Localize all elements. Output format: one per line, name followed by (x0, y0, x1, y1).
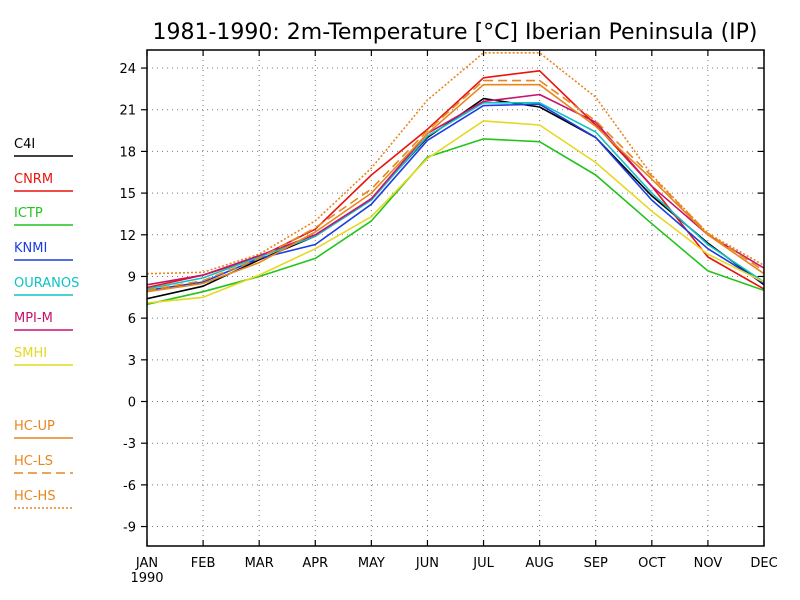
series-line-mpi-m (147, 93, 764, 286)
series-line-ictp (147, 138, 764, 306)
grid-lines (147, 50, 764, 546)
plot-frame (146, 49, 765, 547)
x-axis-year-label: 1990 (130, 571, 163, 586)
x-tick-label: MAR (245, 556, 274, 571)
y-tick-label: 9 (128, 270, 136, 285)
legend-label-hc-hs: HC-HS (14, 489, 56, 504)
legend-label-mpi-m: MPI-M (14, 311, 53, 326)
x-tick-label: OCT (638, 556, 665, 571)
series-line-hc-up (147, 83, 764, 293)
x-tick-label: JUN (415, 556, 439, 571)
legend-label-smhi: SMHI (14, 346, 47, 361)
series-line-ouranos (147, 102, 764, 290)
x-tick-label: JUL (472, 556, 494, 571)
series-lines (147, 51, 764, 306)
y-tick-label: 18 (119, 145, 136, 160)
x-axis-tick-labels: JAN FEB MAR APR MAY JUN JUL AUG SEP OCT NOV DEC (135, 556, 778, 571)
series-line-cnrm (147, 70, 764, 290)
y-tick-label: -3 (123, 437, 136, 452)
legend-label-ouranos: OURANOS (14, 276, 79, 291)
y-tick-label: 21 (119, 104, 136, 119)
y-tick-label: 15 (119, 187, 136, 202)
y-tick-label: 6 (128, 312, 136, 327)
series-line-hc-hs (147, 51, 764, 275)
y-tick-label: 24 (119, 62, 136, 77)
x-tick-label: MAY (358, 556, 385, 571)
legend-label-c4i: C4I (14, 137, 35, 152)
x-tick-label: AUG (525, 556, 553, 571)
y-tick-label: 3 (128, 354, 136, 369)
x-tick-label: FEB (191, 556, 216, 571)
y-tick-label: -6 (123, 479, 136, 494)
y-tick-label: 0 (128, 396, 136, 411)
x-tick-label: DEC (750, 556, 777, 571)
legend-label-hc-ls: HC-LS (14, 454, 53, 469)
series-line-hc-ls (147, 79, 764, 292)
x-tick-label: SEP (584, 556, 608, 571)
series-line-smhi (147, 120, 764, 304)
legend-label-ictp: ICTP (14, 206, 43, 221)
y-tick-label: -9 (123, 521, 136, 536)
legend: C4I CNRM ICTP KNMI OURANOS MPI-M SMHI HC-UP HC-L… (14, 137, 79, 509)
chart-title: 1981-1990: 2m-Temperature [°C] Iberian P… (152, 20, 757, 45)
x-tick-label: NOV (694, 556, 723, 571)
series-line-knmi (147, 103, 764, 292)
legend-label-knmi: KNMI (14, 241, 47, 256)
legend-label-cnrm: CNRM (14, 172, 53, 187)
y-axis-tick-labels: -9 -6 -3 0 3 6 9 12 15 18 21 24 (119, 62, 136, 535)
x-tick-label: JAN (135, 556, 158, 571)
legend-label-hc-up: HC-UP (14, 419, 55, 434)
x-tick-label: APR (302, 556, 328, 571)
y-tick-label: 12 (119, 229, 136, 244)
